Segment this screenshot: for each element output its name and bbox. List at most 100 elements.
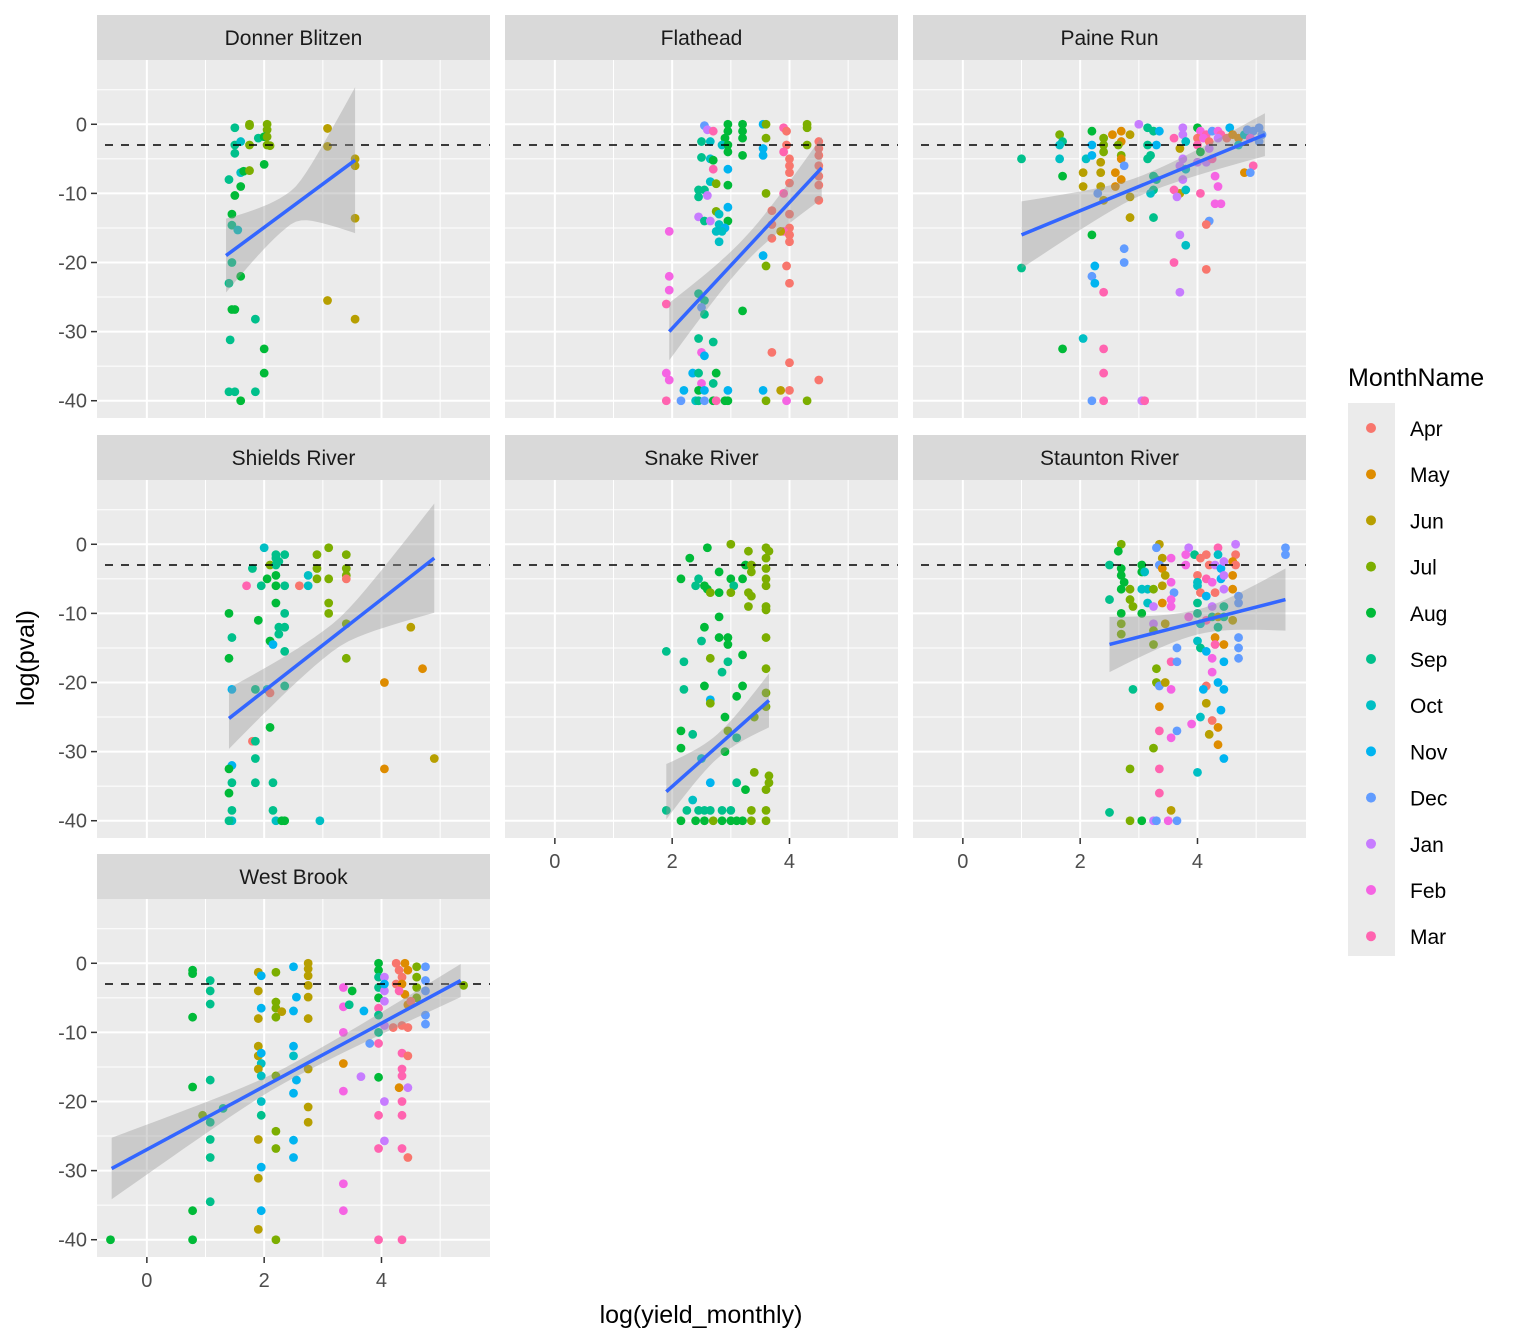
data-point-apr [814, 375, 824, 385]
facet-strip [913, 435, 1306, 480]
data-point-apr [785, 230, 794, 240]
legend-label: Jul [1410, 557, 1437, 580]
data-point-dec [1172, 726, 1182, 736]
data-point-nov [679, 385, 689, 395]
data-point-oct [1181, 185, 1191, 195]
data-point-jun [1228, 615, 1238, 625]
data-point-aug [700, 622, 709, 632]
data-point-mar [374, 1144, 383, 1153]
data-point-aug [738, 574, 747, 584]
data-point-nov [289, 962, 298, 972]
data-point-jul [1125, 595, 1135, 604]
data-point-mar [1169, 133, 1179, 143]
data-point-aug [280, 816, 290, 826]
data-point-may [1213, 740, 1223, 750]
legend-label: Jun [1410, 510, 1444, 533]
data-point-may [1116, 154, 1126, 164]
x-tick-label: 4 [784, 851, 795, 873]
data-point-sep [697, 636, 706, 646]
data-point-dec [1119, 161, 1129, 171]
x-tick-label: 2 [1075, 851, 1086, 873]
data-point-aug [224, 608, 234, 618]
data-point-oct [705, 137, 715, 146]
data-point-mar [374, 1039, 383, 1048]
data-point-feb [1187, 719, 1197, 729]
data-point-jun [1160, 619, 1170, 629]
data-point-jun [253, 1135, 263, 1144]
data-point-dec [421, 986, 430, 996]
data-point-mar [1099, 368, 1109, 378]
data-point-sep [1193, 608, 1202, 618]
x-tick-label: 0 [549, 851, 560, 873]
data-point-aug [1058, 344, 1067, 354]
data-point-sep [697, 137, 706, 146]
data-point-aug [271, 581, 281, 591]
data-point-sep [1017, 154, 1026, 164]
data-point-mar [397, 1235, 407, 1245]
fit-line [1109, 597, 1286, 647]
fit-line [110, 979, 462, 1171]
data-point-nov [1216, 705, 1226, 715]
data-point-jul [761, 564, 771, 573]
data-point-apr [394, 965, 404, 975]
data-point-mar [1099, 344, 1109, 354]
data-point-aug [738, 306, 747, 316]
legend-label: Jan [1410, 834, 1444, 857]
data-point-jan [1175, 230, 1185, 240]
data-point-jul [1116, 539, 1126, 549]
panel-contents [513, 119, 898, 406]
data-point-may [338, 1059, 348, 1068]
data-point-jan [1219, 570, 1229, 580]
data-point-mar [374, 1110, 383, 1120]
data-point-nov [268, 640, 278, 649]
data-point-aug [723, 126, 733, 136]
data-point-jun [303, 980, 313, 990]
data-point-aug [188, 969, 198, 979]
data-point-aug [374, 1072, 383, 1082]
data-point-jul [1116, 619, 1126, 629]
data-point-jul [761, 664, 771, 674]
data-point-feb [1181, 550, 1191, 560]
data-point-nov [289, 1041, 298, 1051]
fit-line [227, 556, 436, 720]
legend-label: Aug [1410, 603, 1447, 626]
data-point-may [380, 764, 389, 774]
gridlines [913, 60, 1306, 418]
data-point-jun [323, 124, 332, 133]
data-point-sep [227, 220, 237, 230]
data-point-sep [694, 574, 703, 584]
data-point-nov [1152, 140, 1161, 150]
x-tick-label: 2 [259, 1270, 270, 1292]
data-point-feb [664, 226, 674, 236]
legend-key-oct [1366, 700, 1376, 711]
data-point-aug [714, 633, 724, 642]
data-point-nov [1154, 126, 1164, 136]
data-point-aug [374, 958, 383, 968]
data-point-dec [1234, 633, 1243, 642]
legend-key-jun [1366, 515, 1376, 526]
data-point-jul [262, 125, 272, 135]
data-point-oct [1181, 240, 1191, 250]
data-point-oct [1213, 550, 1223, 560]
data-point-jun [350, 314, 360, 324]
legend-label: Mar [1410, 926, 1446, 949]
data-point-aug [691, 816, 701, 826]
data-point-may [400, 958, 410, 968]
data-point-jul [761, 785, 771, 795]
data-point-apr [294, 581, 304, 591]
data-point-aug [723, 396, 733, 406]
data-point-apr [1207, 716, 1217, 725]
data-point-mar [397, 1097, 407, 1106]
confidence-ribbon [1021, 113, 1265, 269]
data-point-jan [1219, 584, 1229, 594]
data-point-jun [350, 213, 360, 223]
data-point-sep [694, 368, 703, 378]
data-point-nov [256, 971, 266, 981]
y-axis-title: log(pval) [12, 610, 40, 706]
data-point-jan [1204, 144, 1214, 153]
data-point-mar [1213, 543, 1223, 553]
data-point-apr [814, 137, 824, 146]
data-point-apr [265, 688, 275, 698]
data-point-sep [691, 581, 701, 591]
data-point-oct [1055, 154, 1065, 164]
